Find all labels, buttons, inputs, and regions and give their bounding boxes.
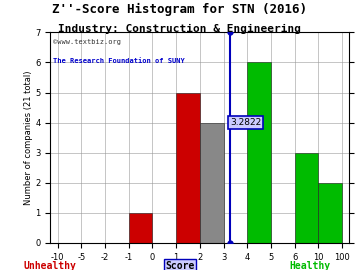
Bar — [200, 123, 224, 243]
Y-axis label: Number of companies (21 total): Number of companies (21 total) — [23, 70, 32, 205]
Text: ©www.textbiz.org: ©www.textbiz.org — [53, 39, 121, 45]
Text: Industry: Construction & Engineering: Industry: Construction & Engineering — [58, 24, 302, 34]
Bar — [176, 93, 200, 243]
Text: The Research Foundation of SUNY: The Research Foundation of SUNY — [53, 58, 185, 64]
Text: Score: Score — [165, 261, 195, 270]
Bar — [247, 62, 271, 243]
Text: Healthy: Healthy — [289, 261, 330, 270]
Text: 3.2822: 3.2822 — [230, 118, 261, 127]
Bar — [294, 153, 318, 243]
Text: Unhealthy: Unhealthy — [24, 261, 77, 270]
Bar — [129, 213, 152, 243]
Bar — [318, 183, 342, 243]
Text: Z''-Score Histogram for STN (2016): Z''-Score Histogram for STN (2016) — [53, 3, 307, 16]
